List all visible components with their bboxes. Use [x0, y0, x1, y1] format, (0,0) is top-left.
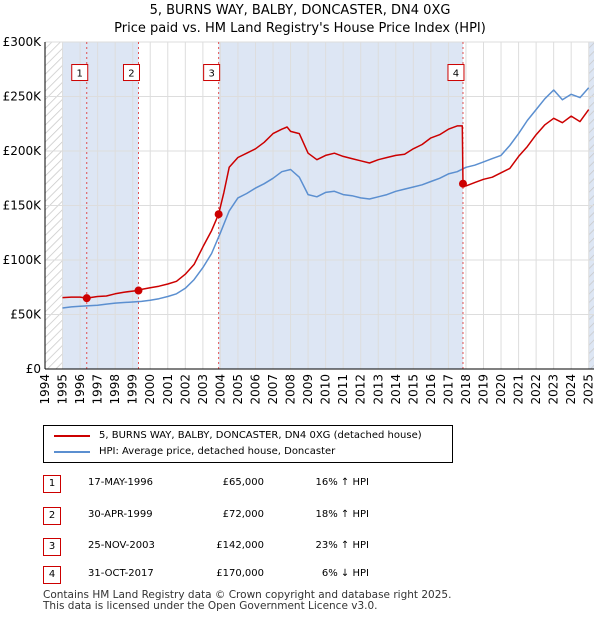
x-tick-label: 2001 [161, 374, 175, 405]
x-tick-label: 1997 [91, 374, 105, 405]
sale-number-badge: 1 [43, 475, 61, 493]
x-tick-label: 1996 [73, 374, 87, 405]
footer-copyright: Contains HM Land Registry data © Crown c… [43, 589, 452, 601]
sale-marker-box [203, 64, 221, 82]
price-chart: 1 2 3 4 £0 £50K £100K £150K £200K £250K £300K 1994 1… [3, 35, 596, 405]
sale-date: 30-APR-1999 [88, 509, 153, 520]
x-tick-label: 2008 [284, 374, 298, 405]
sale-number-badge: 2 [43, 507, 61, 525]
sale-date: 31-OCT-2017 [88, 568, 154, 579]
sale-number-badge: 3 [43, 538, 61, 556]
x-tick-label: 2020 [494, 374, 508, 405]
x-tick-label: 2018 [459, 374, 473, 405]
x-tick-label: 1998 [108, 374, 122, 405]
sale-hpi-comparison: 18% ↑ HPI [315, 509, 369, 520]
x-tick-label: 2011 [336, 374, 350, 405]
x-tick-label: 1995 [56, 374, 70, 405]
x-tick-label: 2009 [301, 374, 315, 405]
x-tick-label: 2004 [213, 374, 227, 405]
sale-hpi-comparison: 23% ↑ HPI [315, 540, 369, 551]
chart-title-block: 5, BURNS WAY, BALBY, DONCASTER, DN4 0XG … [0, 2, 600, 38]
legend: 5, BURNS WAY, BALBY, DONCASTER, DN4 0XG … [43, 425, 453, 463]
x-tick-label: 2002 [178, 374, 192, 405]
y-tick-label: £300K [3, 35, 43, 49]
sale-hpi-comparison: 16% ↑ HPI [315, 477, 369, 488]
x-tick-label: 2015 [406, 374, 420, 405]
sale-marker-box [122, 64, 140, 82]
y-tick-label: £0 [26, 362, 41, 376]
sale-point [214, 210, 223, 219]
x-tick-label: 2023 [547, 374, 561, 405]
sale-marker-box [447, 64, 465, 82]
x-tick-label: 2014 [389, 374, 403, 405]
x-tick-label: 2013 [371, 374, 385, 405]
y-tick-label: £200K [3, 144, 43, 158]
x-tick-label: 2025 [582, 374, 596, 405]
x-tick-label: 2016 [424, 374, 438, 405]
x-tick-label: 1999 [126, 374, 140, 405]
x-tick-label: 2019 [476, 374, 490, 405]
x-tick-label: 2024 [564, 374, 578, 405]
legend-label-hpi: HPI: Average price, detached house, Donc… [99, 446, 336, 457]
series-line-property [62, 109, 590, 299]
y-tick-label: £150K [3, 199, 43, 213]
x-tick-label: 2006 [248, 374, 262, 405]
series-line-hpi [62, 87, 590, 309]
y-tick-label: £50K [10, 308, 42, 322]
sale-point [134, 286, 143, 295]
x-tick-label: 2012 [354, 374, 368, 405]
chart-title: 5, BURNS WAY, BALBY, DONCASTER, DN4 0XG [149, 3, 451, 18]
x-tick-label: 2021 [512, 374, 526, 405]
sale-price: £72,000 [222, 509, 264, 520]
sale-marker-label: 4 [453, 69, 459, 80]
y-tick-label: £250K [3, 90, 43, 104]
sale-marker-label: 2 [128, 69, 134, 80]
x-tick-label: 2010 [319, 374, 333, 405]
x-tick-label: 2000 [143, 374, 157, 405]
sale-marker-label: 1 [77, 69, 83, 80]
x-tick-label: 1994 [38, 374, 52, 405]
sale-price: £142,000 [216, 540, 264, 551]
legend-label-property: 5, BURNS WAY, BALBY, DONCASTER, DN4 0XG … [99, 430, 422, 441]
x-tick-label: 2005 [231, 374, 245, 405]
x-tick-label: 2022 [529, 374, 543, 405]
x-tick-label: 2003 [196, 374, 210, 405]
chart-subtitle: Price paid vs. HM Land Registry's House … [114, 21, 486, 36]
sale-date: 17-MAY-1996 [88, 477, 154, 488]
sale-point [458, 179, 467, 188]
sale-date: 25-NOV-2003 [88, 540, 155, 551]
footer: Contains HM Land Registry data © Crown c… [43, 590, 451, 612]
sale-price: £65,000 [222, 477, 264, 488]
x-tick-label: 2007 [266, 374, 280, 405]
sale-price: £170,000 [216, 568, 264, 579]
sale-marker-box [71, 64, 89, 82]
sale-hpi-comparison: 6% ↓ HPI [321, 568, 369, 579]
sale-point [82, 294, 91, 303]
footer-licence: This data is licensed under the Open Gov… [43, 600, 378, 612]
legend-line-property [54, 435, 90, 437]
sale-number-badge: 4 [43, 566, 61, 584]
legend-line-hpi [54, 451, 90, 453]
x-tick-label: 2017 [441, 374, 455, 405]
y-tick-label: £100K [3, 253, 43, 267]
sale-marker-label: 3 [208, 69, 214, 80]
